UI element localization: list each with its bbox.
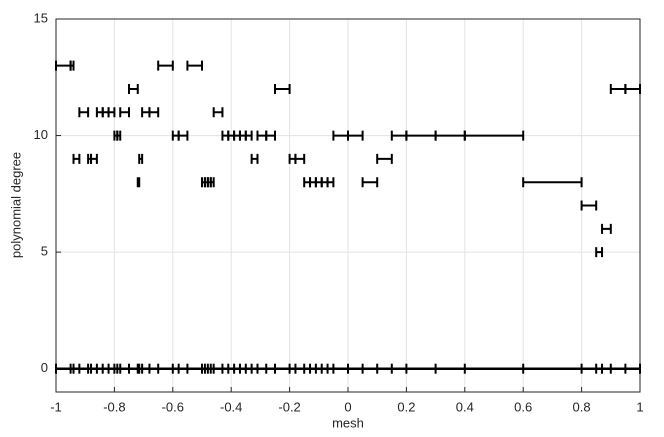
element bbox=[609, 83, 627, 94]
element bbox=[294, 153, 306, 164]
element bbox=[107, 107, 116, 118]
x-tick-label: 0.2 bbox=[397, 399, 415, 414]
element bbox=[326, 177, 335, 188]
element bbox=[119, 107, 130, 118]
element bbox=[580, 200, 598, 211]
element bbox=[244, 130, 253, 141]
element bbox=[405, 130, 437, 141]
plot-frame bbox=[55, 18, 641, 393]
element bbox=[361, 177, 379, 188]
y-axis-label: polynomial degree bbox=[8, 152, 23, 258]
x-tick-label: 1 bbox=[636, 399, 643, 414]
element bbox=[274, 83, 291, 94]
x-tick-label: -0.6 bbox=[162, 399, 184, 414]
x-tick-label: 0.8 bbox=[573, 399, 591, 414]
element bbox=[148, 107, 160, 118]
element bbox=[90, 153, 98, 164]
x-tick-label: -0.2 bbox=[278, 399, 300, 414]
element bbox=[522, 177, 583, 188]
element bbox=[601, 223, 612, 234]
element bbox=[209, 177, 215, 188]
x-tick-label: 0.4 bbox=[456, 399, 474, 414]
y-tick-label: 10 bbox=[34, 127, 48, 142]
y-tick-label: 15 bbox=[34, 10, 48, 25]
element bbox=[69, 60, 75, 71]
element bbox=[128, 83, 139, 94]
element bbox=[55, 60, 72, 71]
element bbox=[116, 130, 122, 141]
element bbox=[136, 177, 141, 188]
element bbox=[250, 153, 259, 164]
element bbox=[390, 130, 408, 141]
element bbox=[141, 107, 151, 118]
y-tick-label: 0 bbox=[41, 360, 48, 375]
element bbox=[157, 60, 174, 71]
element bbox=[463, 130, 525, 141]
y-tick-label: 5 bbox=[41, 244, 48, 259]
element bbox=[138, 153, 144, 164]
element bbox=[265, 130, 276, 141]
element bbox=[434, 130, 466, 141]
element bbox=[624, 83, 641, 94]
x-tick-label: -0.8 bbox=[103, 399, 125, 414]
element bbox=[212, 107, 224, 118]
x-tick-label: 0 bbox=[344, 399, 351, 414]
element bbox=[72, 153, 81, 164]
element bbox=[376, 153, 393, 164]
x-tick-label: -0.4 bbox=[220, 399, 242, 414]
element bbox=[347, 130, 364, 141]
element bbox=[595, 247, 604, 258]
x-tick-label: -1 bbox=[50, 399, 62, 414]
element bbox=[332, 130, 349, 141]
element bbox=[256, 130, 268, 141]
x-tick-label: 0.6 bbox=[514, 399, 532, 414]
element bbox=[186, 60, 203, 71]
element bbox=[78, 107, 90, 118]
x-axis-label: mesh bbox=[332, 415, 364, 430]
element bbox=[177, 130, 189, 141]
